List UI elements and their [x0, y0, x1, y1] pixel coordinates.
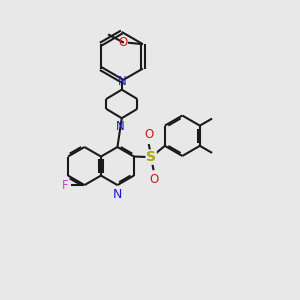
- Text: S: S: [146, 150, 156, 164]
- Text: N: N: [116, 120, 125, 133]
- Text: F: F: [61, 178, 68, 192]
- Text: O: O: [144, 128, 153, 141]
- Text: O: O: [118, 36, 128, 49]
- Text: O: O: [149, 173, 158, 186]
- Text: N: N: [113, 188, 122, 201]
- Text: N: N: [117, 75, 126, 88]
